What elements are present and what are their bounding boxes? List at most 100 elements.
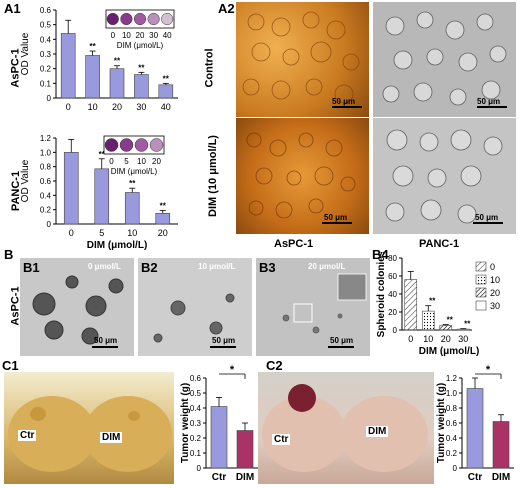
cell-texture [385,129,503,224]
y-tick-label: 0 [453,464,458,473]
y-tick-label: 0.5 [40,21,52,30]
x-tick-label: 40 [161,102,171,112]
x-tick-label: 0 [408,334,413,344]
scale-bar-label: 50 μm [475,213,499,222]
y-tick-label: 1.0 [446,389,458,398]
inset-xlabel: DIM (μmol/L) [117,41,164,50]
panel-label-b: B [4,247,14,262]
significance-star: * [230,364,235,376]
well [133,12,147,26]
x-tick-label: Ctr [468,472,483,483]
well [119,138,134,152]
x-axis-label: DIM (μmol/L) [87,240,148,250]
dim-label: DIM [366,426,389,437]
legend-label: 30 [490,301,500,311]
y-tick-label: 80 [388,254,397,263]
significance-mark: ** [129,179,136,188]
legend-swatch [475,300,487,311]
column-label-aspc1: AsPC-1 [274,238,314,250]
significance-star: * [486,364,491,376]
x-tick-label: 0 [66,102,71,112]
significance-mark: ** [447,316,454,325]
significance-mark: ** [464,320,471,329]
significance-mark: ** [114,57,121,66]
scale-bar [92,346,118,348]
scale-bar-label: 50 μm [330,336,354,345]
bar [456,328,470,331]
y-tick-label: 40 [388,290,397,299]
legend-swatch [475,274,487,285]
bar [155,212,171,225]
scale-bar [477,106,507,108]
x-tick-label: DIM [492,472,510,483]
y-axis-label: Tumor weight (g) [180,383,191,463]
panel-label-b3: B3 [259,260,276,275]
x-tick-label: 10 [88,102,98,112]
y-tick-label: 0.8 [40,163,52,172]
bar [60,33,76,99]
panel-label-a1: A1 [4,1,21,16]
bar [421,310,435,331]
legend-label: 10 [490,275,500,285]
bar [158,84,174,99]
bar [134,74,149,99]
inset-label: 10 [137,157,146,166]
b3-concentration: 20 μmol/L [308,262,346,271]
y-tick-label: 0.2 [446,449,458,458]
bar [466,388,484,469]
y-tick-label: 0.6 [190,374,202,383]
bar [63,152,79,225]
well-plate-inset [103,135,165,155]
y-tick-label: 0.6 [40,6,52,15]
c1-mice-photo: Ctr DIM [4,372,174,484]
chart-a1-panc1: 00.20.40.60.81.01.2OD Value0**5**10**20D… [20,134,178,250]
x-tick-label: 10 [423,334,433,344]
y-tick-label: 1.0 [40,148,52,157]
bar [109,68,125,99]
scale-bar-label: 50 μm [332,97,356,106]
scale-bar-label: 50 μm [477,97,501,106]
significance-mark: ** [163,74,170,83]
y-axis-label: Tumor weight (g) [436,383,447,463]
y-tick-label: 0.4 [190,404,202,413]
a2-panc1-dim-micrograph: 50 μm [373,118,516,234]
inset-label: 0 [111,31,116,40]
x-tick-label: 20 [441,334,451,344]
b2-micrograph: B2 10 μmol/L 50 μm [138,258,252,356]
y-tick-label: 0.6 [40,177,52,186]
y-tick-label: 0 [197,464,202,473]
y-tick-label: 0.2 [40,65,52,74]
inset-label: 20 [152,157,161,166]
c2-mice-photo: Ctr DIM [258,372,434,484]
ctr-label: Ctr [18,430,37,441]
y-tick-label: 0.5 [190,389,202,398]
y-tick-label: 1.2 [40,134,52,143]
x-tick-label: 20 [112,102,122,112]
y-axis-label: OD Value [20,32,31,75]
significance-mark: ** [429,297,436,306]
well [134,138,149,152]
scale-bar-label: 50 μm [94,336,118,345]
y-tick-label: 0.2 [190,434,202,443]
y-tick-label: 0.8 [446,404,458,413]
spheroids [32,275,124,345]
column-label-panc1: PANC-1 [419,238,460,250]
inset-label: 30 [149,31,158,40]
scale-bar [322,222,352,224]
bar [492,421,510,469]
bar [124,192,140,225]
y-tick-label: 0 [47,94,52,103]
y-tick-label: 60 [388,272,397,281]
y-axis-label: OD Value [20,159,31,202]
inset-label: 20 [136,31,145,40]
y-tick-label: 0.4 [446,434,458,443]
panel-label-c2: C2 [266,358,283,373]
y-tick-label: 0.1 [190,449,202,458]
significance-mark: ** [138,63,145,72]
cell-texture [242,11,360,104]
bar [94,168,110,225]
legend-swatch [475,261,487,272]
bar [404,279,418,331]
scale-bar [473,222,503,224]
ctr-label: Ctr [272,434,291,445]
